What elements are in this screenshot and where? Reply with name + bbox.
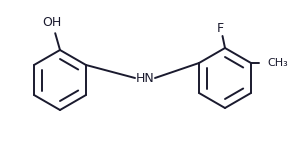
Text: CH₃: CH₃	[267, 58, 288, 68]
Text: HN: HN	[136, 72, 154, 84]
Text: F: F	[216, 21, 224, 34]
Text: OH: OH	[42, 15, 62, 28]
